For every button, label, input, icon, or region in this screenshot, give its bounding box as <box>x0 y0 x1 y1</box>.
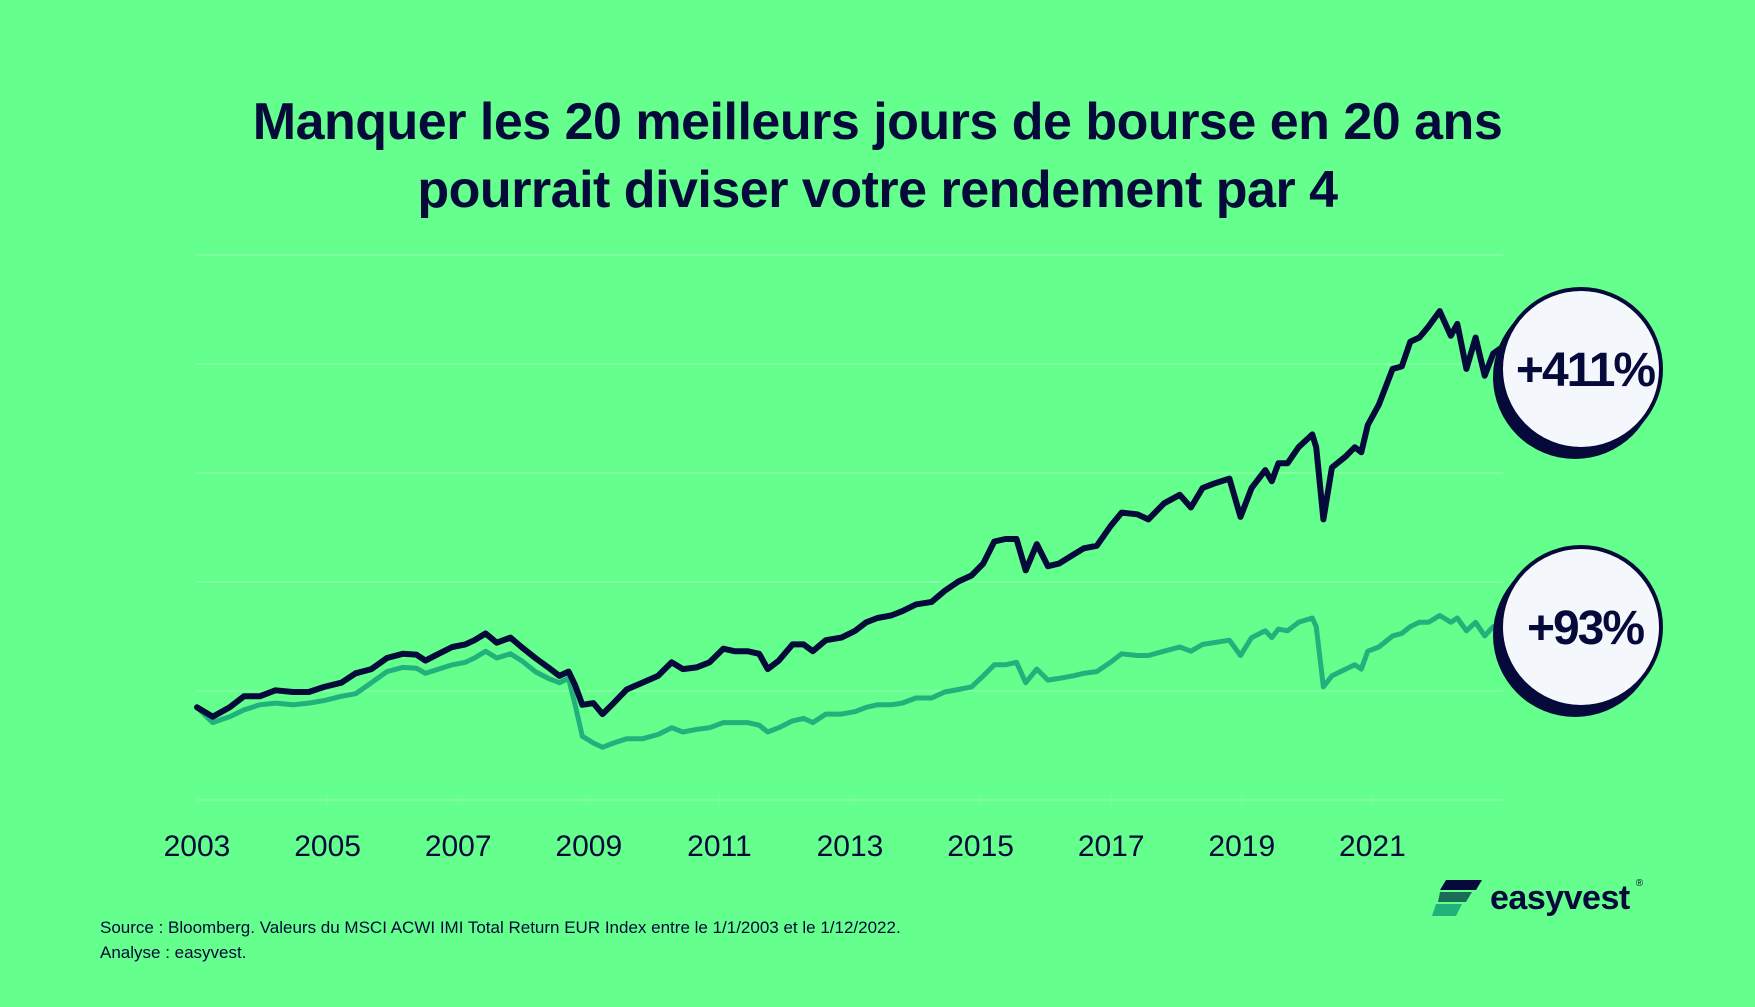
logo-wordmark: easyvest <box>1490 878 1630 917</box>
chart-title: Manquer les 20 meilleurs jours de bourse… <box>0 88 1755 224</box>
x-tick-label: 2021 <box>1339 830 1406 863</box>
x-tick-label: 2019 <box>1208 830 1275 863</box>
x-tick-label: 2007 <box>425 830 492 863</box>
registered-mark: ® <box>1635 878 1644 889</box>
source-line: Source : Bloomberg. Valeurs du MSCI ACWI… <box>100 918 901 937</box>
easyvest-logo: easyvest ® <box>1432 878 1643 918</box>
gridlines <box>197 254 1503 801</box>
x-axis-ticks: 2003 2005 2007 2009 2011 2013 2015 2017 2019 2021 <box>164 796 1406 863</box>
x-tick-label: 2011 <box>687 830 752 863</box>
analysis-line: Analyse : easyvest. <box>100 943 247 962</box>
source-note: Source : Bloomberg. Valeurs du MSCI ACWI… <box>100 915 901 965</box>
series-lines <box>194 308 1504 750</box>
x-tick-label: 2017 <box>1078 830 1145 863</box>
x-tick-label: 2013 <box>817 830 884 863</box>
end-badges: +411% +93% <box>1493 287 1663 717</box>
title-line-2: pourrait diviser votre rendement par 4 <box>417 161 1338 219</box>
badge-label: +93% <box>1527 602 1644 655</box>
series-line-full-investment <box>194 308 1504 720</box>
end-value-badge: +411% <box>1493 287 1663 459</box>
x-tick-label: 2009 <box>555 830 622 863</box>
x-tick-label: 2015 <box>947 830 1014 863</box>
title-line-1: Manquer les 20 meilleurs jours de bourse… <box>252 93 1503 151</box>
end-value-badge: +93% <box>1493 545 1663 717</box>
x-tick-label: 2003 <box>164 830 231 863</box>
badge-circle <box>1499 545 1663 709</box>
x-tick-label: 2005 <box>294 830 361 863</box>
badge-label: +411% <box>1516 344 1655 397</box>
badge-circle <box>1499 287 1663 451</box>
easyvest-logo-icon <box>1432 880 1482 916</box>
series-line-missing-best-days <box>194 613 1503 750</box>
